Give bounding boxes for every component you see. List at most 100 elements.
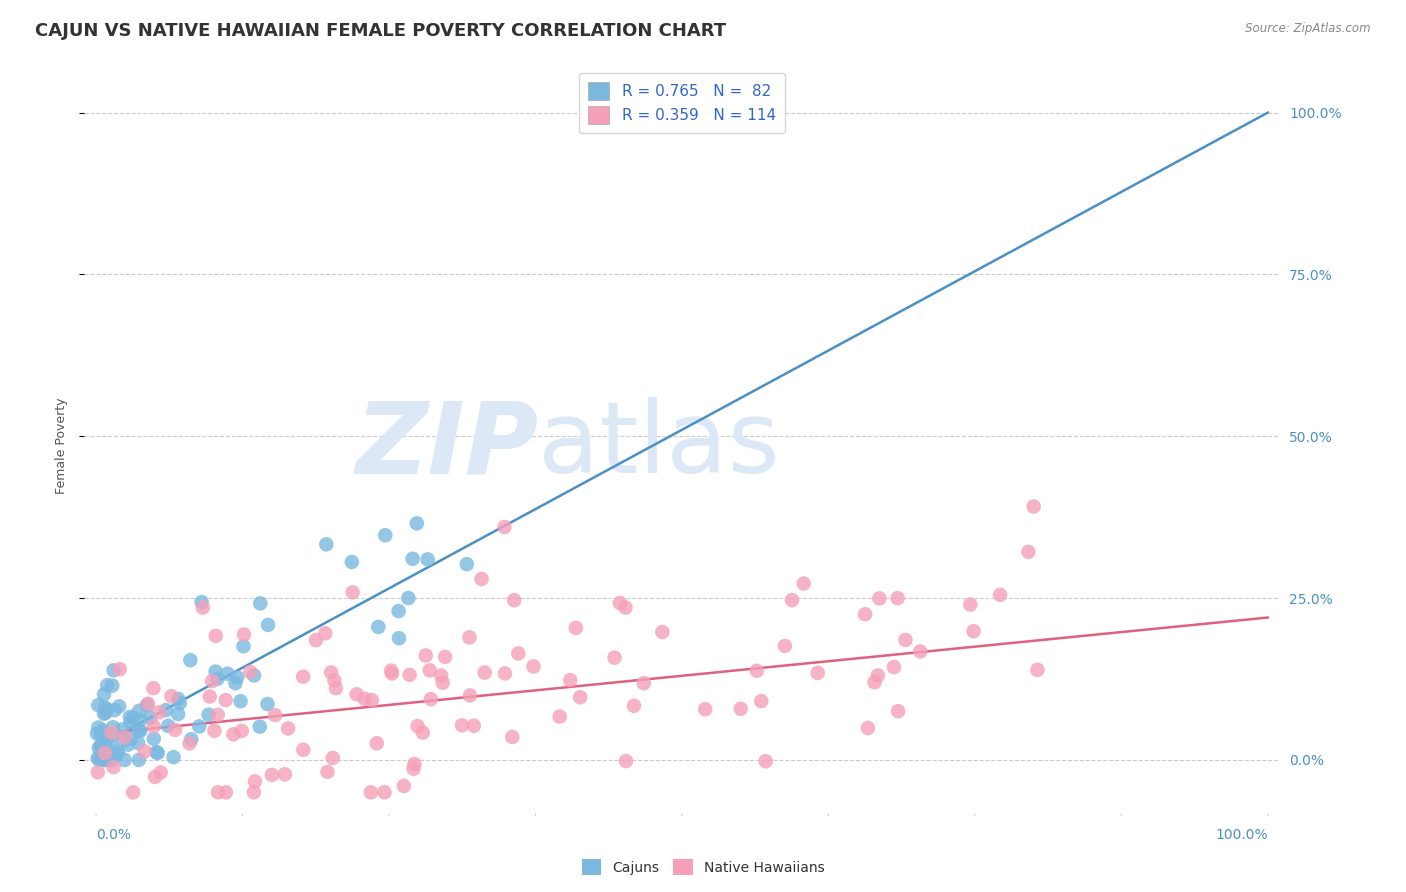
Legend: R = 0.765   N =  82, R = 0.359   N = 114: R = 0.765 N = 82, R = 0.359 N = 114 [579,73,785,133]
Point [139,710,162,724]
Point [277,722,299,736]
Point [87,765,110,780]
Point [101,753,124,767]
Text: 100.0%: 100.0% [1215,828,1268,842]
Point [908,644,931,658]
Point [323,673,346,688]
Text: ZIP: ZIP [356,398,538,494]
Point [292,670,315,684]
Point [503,593,526,607]
Point [136,698,159,712]
Point [494,666,516,681]
Point [856,721,879,735]
Point [257,618,280,632]
Point [136,697,159,711]
Point [204,629,226,643]
Point [90,728,112,742]
Point [96,678,118,692]
Text: Source: ZipAtlas.com: Source: ZipAtlas.com [1246,22,1371,36]
Point [367,620,389,634]
Point [145,745,167,759]
Point [91,753,114,767]
Point [226,670,249,684]
Point [405,516,427,531]
Point [959,598,981,612]
Point [962,624,984,639]
Point [773,639,796,653]
Point [197,707,219,722]
Point [93,687,115,701]
Point [415,648,437,663]
Point [191,600,214,615]
Point [112,733,135,747]
Y-axis label: Female Poverty: Female Poverty [55,398,67,494]
Point [305,633,328,648]
Point [866,668,889,682]
Point [163,723,186,737]
Point [548,709,571,723]
Point [243,774,266,789]
Point [340,555,363,569]
Point [179,653,201,667]
Point [101,728,124,742]
Point [396,591,419,605]
Point [86,751,108,765]
Point [94,706,117,720]
Point [360,785,382,799]
Point [894,632,917,647]
Point [321,665,343,680]
Point [100,725,122,739]
Point [1022,500,1045,514]
Point [730,702,752,716]
Point [569,690,592,705]
Point [314,626,336,640]
Point [603,650,626,665]
Point [128,704,150,718]
Point [232,640,254,654]
Point [111,723,134,737]
Point [614,600,637,615]
Point [231,723,253,738]
Point [412,725,434,739]
Point [127,736,149,750]
Point [87,698,110,713]
Point [419,692,441,706]
Point [793,576,815,591]
Point [217,666,239,681]
Text: 0.0%: 0.0% [96,828,131,842]
Point [142,731,165,746]
Point [398,668,420,682]
Point [501,730,523,744]
Point [155,703,177,717]
Point [886,591,908,606]
Point [107,747,129,761]
Point [114,753,136,767]
Point [474,665,496,680]
Point [107,745,129,759]
Point [157,719,180,733]
Point [222,727,245,741]
Point [494,520,516,534]
Point [101,679,124,693]
Point [207,785,229,799]
Point [229,694,252,708]
Point [129,713,152,727]
Point [373,785,395,799]
Point [651,625,673,640]
Point [853,607,876,622]
Point [120,731,142,746]
Point [609,596,631,610]
Point [224,676,246,690]
Point [103,664,125,678]
Point [167,707,190,722]
Point [122,711,145,725]
Point [380,664,402,678]
Point [103,703,125,717]
Point [342,585,364,599]
Point [215,693,238,707]
Point [122,785,145,799]
Point [430,668,453,682]
Point [146,746,169,760]
Point [416,552,439,566]
Point [346,687,368,701]
